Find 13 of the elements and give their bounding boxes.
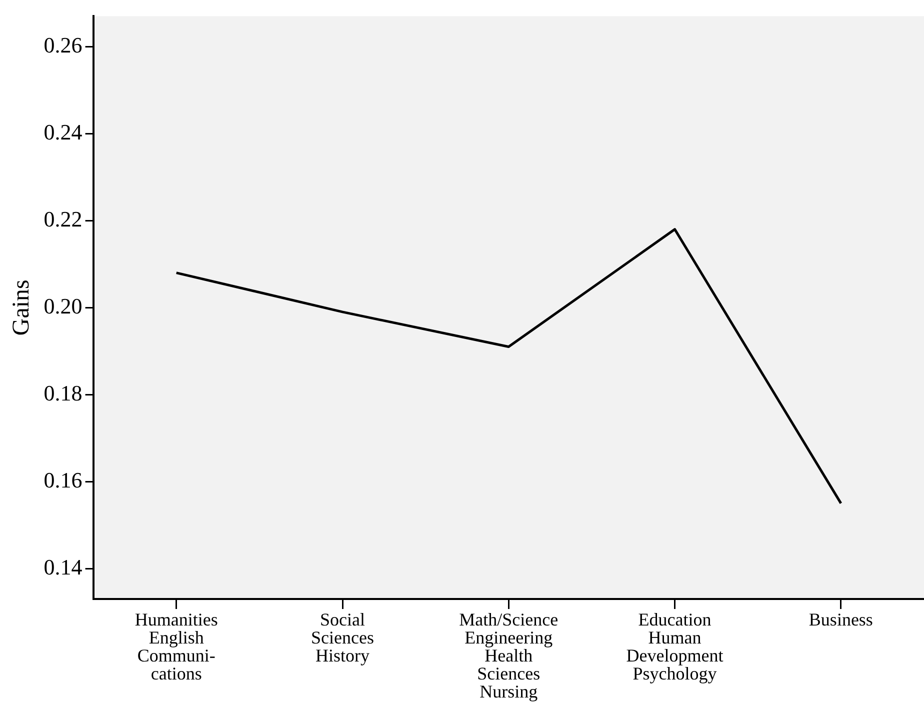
y-tick-label: 0.22 (44, 206, 82, 232)
y-tick-label: 0.20 (44, 293, 82, 318)
x-tick-label: Humanities English Communi- cations (134, 610, 218, 684)
x-tick-label: Social Sciences History (311, 610, 374, 666)
y-axis-title: Gains (8, 280, 35, 336)
x-tick-label: Education Human Development Psychology (626, 610, 724, 684)
y-tick-label: 0.18 (44, 380, 82, 406)
y-tick-label: 0.14 (44, 554, 82, 580)
x-tick-label: Business (808, 610, 873, 630)
y-tick-label: 0.26 (44, 32, 82, 58)
y-tick-label: 0.24 (44, 119, 82, 144)
y-tick-label: 0.16 (44, 467, 82, 492)
x-tick-label: Math/Science Engineering Health Sciences Nursing (459, 610, 558, 702)
